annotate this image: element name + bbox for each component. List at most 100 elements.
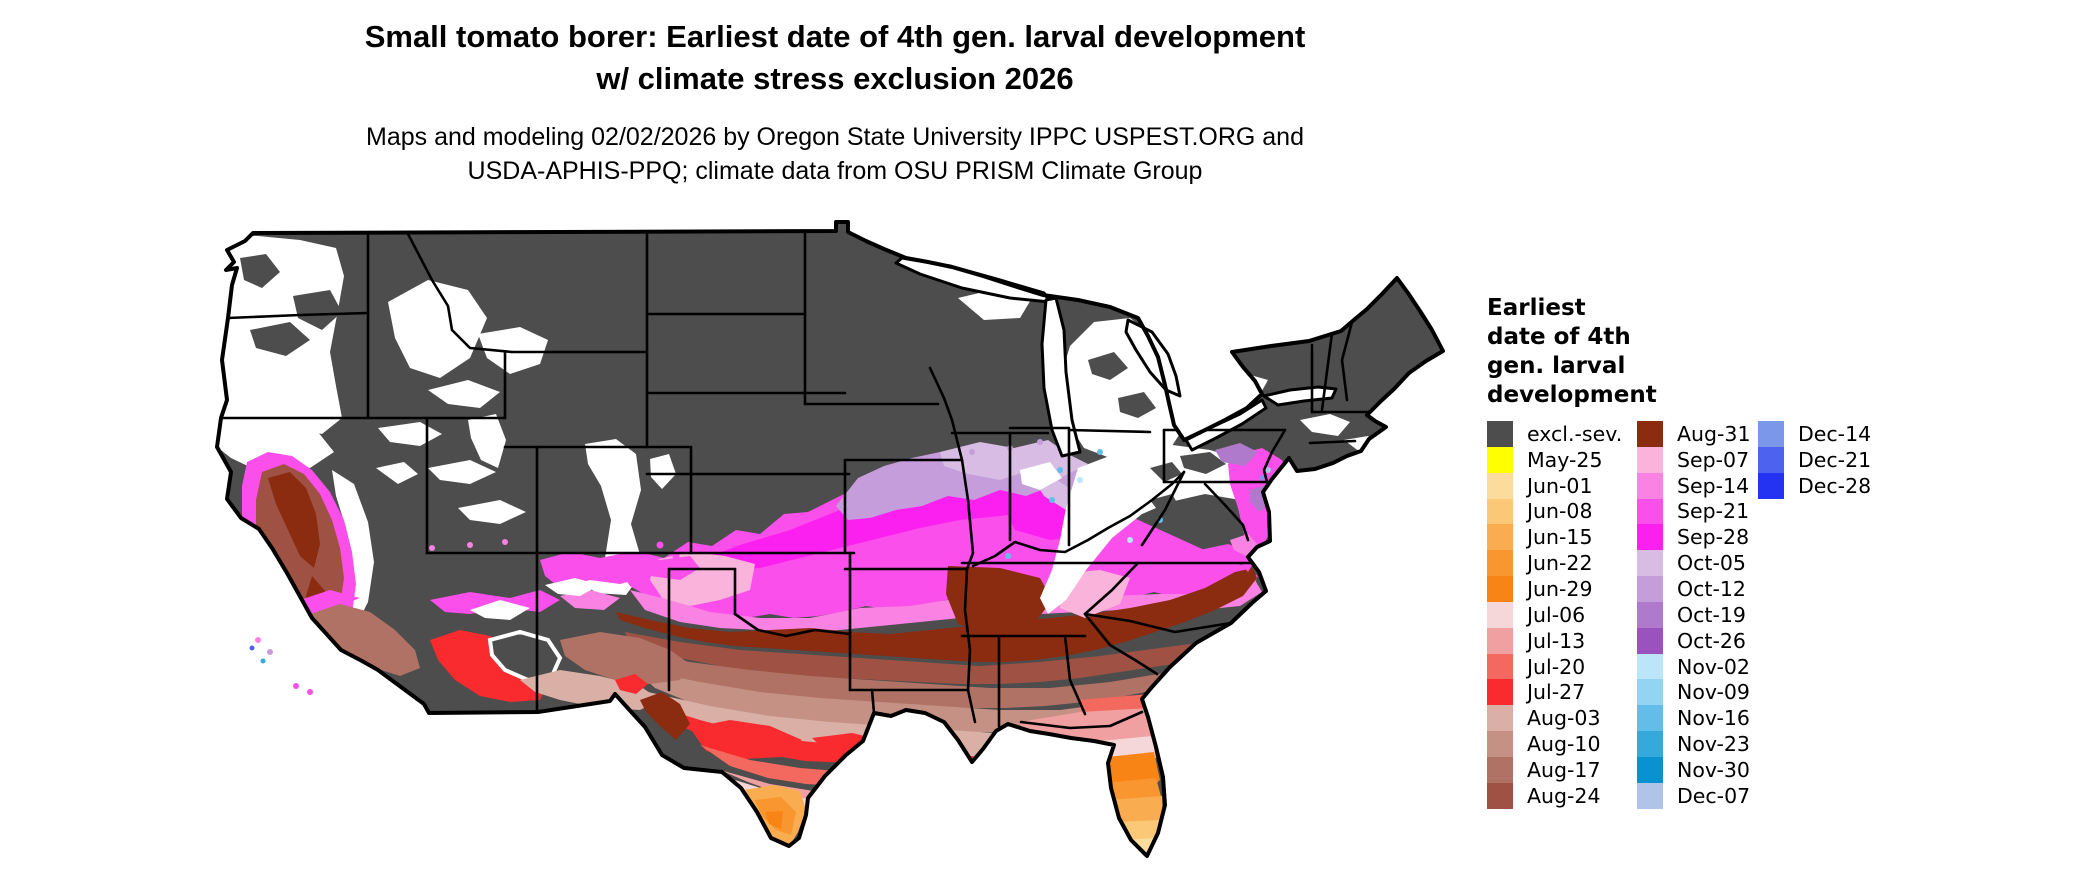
offshore-specks <box>249 637 313 695</box>
legend-entry: Jul-27 <box>1487 679 1622 706</box>
legend-label: Nov-16 <box>1677 706 1750 731</box>
us-outline <box>215 220 1445 858</box>
legend-swatch <box>1758 421 1784 447</box>
legend-swatch <box>1637 472 1663 499</box>
legend-entry: Jul-13 <box>1487 627 1622 654</box>
legend-label: Jun-29 <box>1527 576 1593 601</box>
legend-entry: Aug-03 <box>1487 705 1622 732</box>
legend-label: Dec-14 <box>1798 421 1872 446</box>
legend-swatch <box>1487 421 1513 447</box>
legend-swatch <box>1637 679 1663 706</box>
legend-entry: Dec-14 <box>1758 421 1871 447</box>
legend-entry: Aug-31 <box>1637 421 1751 447</box>
legend-swatch <box>1637 653 1663 680</box>
legend-entry: Jun-08 <box>1487 498 1622 525</box>
legend-label: Jun-15 <box>1527 525 1593 550</box>
legend-swatch <box>1637 601 1663 628</box>
legend-label: Oct-05 <box>1677 551 1746 576</box>
legend-entry: Aug-17 <box>1487 756 1622 783</box>
legend-label: Jul-13 <box>1527 628 1586 653</box>
legend-swatch <box>1487 472 1513 499</box>
legend-label: Dec-21 <box>1798 447 1872 472</box>
legend-swatch <box>1637 576 1663 602</box>
great-lakes <box>894 256 1338 458</box>
legend-entry: Oct-12 <box>1637 576 1751 602</box>
legend-entry: Sep-28 <box>1637 524 1751 551</box>
legend-column-1: excl.-sev. May-25 Jun-01 Jun-08 Jun-15 Jun-22… <box>1487 421 1622 809</box>
legend-swatch <box>1637 524 1663 551</box>
legend-swatch <box>1487 446 1513 473</box>
map-title: Small tomato borer: Earliest date of 4th… <box>180 16 1490 100</box>
legend-swatch <box>1487 576 1513 602</box>
legend-label: Aug-10 <box>1527 732 1601 757</box>
legend-entry: Jun-29 <box>1487 576 1622 602</box>
legend-entry: Jul-06 <box>1487 601 1622 628</box>
legend-label: Aug-17 <box>1527 757 1601 782</box>
legend-swatch <box>1637 756 1663 783</box>
legend-label: Jul-20 <box>1527 654 1586 679</box>
legend-column-2: Aug-31 Sep-07 Sep-14 Sep-21 Sep-28 Oct-05 Oct-… <box>1637 421 1751 809</box>
map-subtitle-line2: USDA-APHIS-PPQ; climate data from OSU PR… <box>467 157 1203 185</box>
legend-swatch <box>1637 421 1663 447</box>
legend-label: Jun-22 <box>1527 551 1593 576</box>
map-raster <box>217 222 1443 886</box>
legend-entry: Aug-10 <box>1487 731 1622 757</box>
legend-label: Aug-24 <box>1527 783 1601 808</box>
legend-swatch <box>1487 653 1513 680</box>
legend-entry: Nov-02 <box>1637 653 1751 680</box>
legend-label: Nov-23 <box>1677 732 1750 757</box>
legend-entry: Oct-26 <box>1637 627 1751 654</box>
legend-label: Jun-01 <box>1527 473 1593 498</box>
legend-entry: May-25 <box>1487 446 1622 473</box>
legend-swatch <box>1637 498 1663 525</box>
legend-swatch <box>1487 679 1513 706</box>
legend-entry: Jul-20 <box>1487 653 1622 680</box>
legend-label: Sep-14 <box>1677 473 1750 498</box>
legend-label: Nov-09 <box>1677 680 1750 705</box>
legend-swatch <box>1487 782 1513 809</box>
legend-label: Nov-02 <box>1677 654 1750 679</box>
legend-label: Sep-28 <box>1677 525 1750 550</box>
legend-label: Aug-03 <box>1527 706 1601 731</box>
legend-entry: Sep-14 <box>1637 472 1751 499</box>
legend-label: Nov-30 <box>1677 757 1750 782</box>
legend-label: Jul-06 <box>1527 602 1586 627</box>
legend-label: Dec-07 <box>1677 783 1751 808</box>
legend-entry: excl.-sev. <box>1487 421 1622 447</box>
legend-label: Oct-26 <box>1677 628 1746 653</box>
legend-label: Sep-07 <box>1677 447 1750 472</box>
legend-swatch <box>1487 705 1513 732</box>
legend-entry: Oct-19 <box>1637 601 1751 628</box>
legend-swatch <box>1758 446 1784 473</box>
map-title-line2: w/ climate stress exclusion 2026 <box>596 61 1074 96</box>
state-borders <box>219 229 1374 730</box>
legend-entry: Jun-22 <box>1487 550 1622 577</box>
legend-label: Oct-12 <box>1677 576 1746 601</box>
legend-entry: Nov-30 <box>1637 756 1751 783</box>
legend-column-3: Dec-14 Dec-21 Dec-28 <box>1758 421 1871 499</box>
legend-swatch <box>1487 601 1513 628</box>
map-subtitle: Maps and modeling 02/02/2026 by Oregon S… <box>180 120 1490 188</box>
legend-title: Earliest date of 4th gen. larval develop… <box>1487 295 1657 408</box>
legend-label: Jul-27 <box>1527 680 1586 705</box>
legend-swatch <box>1637 731 1663 757</box>
legend-swatch <box>1487 627 1513 654</box>
legend-swatch <box>1637 550 1663 577</box>
florida-keys <box>1100 868 1161 886</box>
map-title-line1: Small tomato borer: Earliest date of 4th… <box>364 19 1306 54</box>
legend-swatch <box>1637 782 1663 809</box>
legend-entry: Dec-28 <box>1758 472 1872 499</box>
legend-entry: Aug-24 <box>1487 782 1622 809</box>
legend-swatch <box>1487 498 1513 525</box>
legend-entry: Dec-07 <box>1637 782 1751 809</box>
legend-entry: Nov-09 <box>1637 679 1751 706</box>
legend-swatch <box>1758 472 1784 499</box>
legend-swatch <box>1637 705 1663 732</box>
legend-swatch <box>1637 446 1663 473</box>
legend-label: Dec-28 <box>1798 473 1872 498</box>
legend-label: May-25 <box>1527 447 1603 472</box>
legend-entry: Dec-21 <box>1758 446 1872 473</box>
legend-swatch <box>1487 524 1513 551</box>
legend-label: excl.-sev. <box>1527 421 1623 446</box>
